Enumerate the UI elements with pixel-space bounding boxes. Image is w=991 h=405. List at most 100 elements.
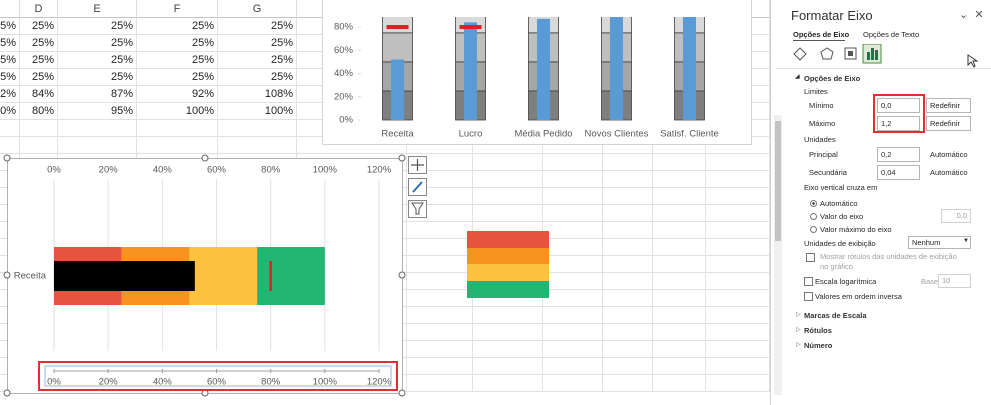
cell[interactable]: 100%	[218, 103, 297, 120]
chart-top-area[interactable]: 0% 20% 40% 60% 80% Receita Lucro Média Pedido No…	[322, 0, 752, 145]
cell[interactable]: 108%	[218, 86, 297, 103]
cell[interactable]	[407, 341, 473, 358]
cell[interactable]	[653, 273, 706, 290]
cell[interactable]	[653, 341, 706, 358]
cell[interactable]	[137, 137, 218, 154]
cell[interactable]	[407, 171, 473, 188]
input[interactable]: 10	[938, 274, 971, 288]
cell[interactable]	[407, 290, 473, 307]
cell[interactable]	[653, 154, 706, 171]
cell[interactable]: 52%	[0, 86, 20, 103]
cell[interactable]	[407, 256, 473, 273]
column-header[interactable]: F	[137, 0, 218, 18]
dropdown[interactable]: Nenhum	[908, 236, 971, 249]
checkbox-label[interactable]: Escala logarítmica	[815, 277, 877, 286]
cell[interactable]	[653, 358, 706, 375]
cell[interactable]	[603, 205, 653, 222]
cell[interactable]	[603, 239, 653, 256]
cell[interactable]: 25%	[20, 52, 58, 69]
cell[interactable]: 25%	[58, 69, 137, 86]
cell[interactable]	[407, 324, 473, 341]
checkbox[interactable]	[806, 253, 815, 262]
cell[interactable]	[653, 137, 706, 154]
cell[interactable]	[473, 171, 543, 188]
cell[interactable]	[706, 358, 770, 375]
cell[interactable]	[603, 358, 653, 375]
cell[interactable]	[543, 154, 603, 171]
section-heading[interactable]: Opções de Eixo	[804, 74, 861, 83]
cell[interactable]	[543, 341, 603, 358]
cell[interactable]	[0, 120, 20, 137]
cell[interactable]	[603, 375, 653, 392]
cell[interactable]	[473, 205, 543, 222]
cell[interactable]	[473, 375, 543, 392]
cell[interactable]	[603, 324, 653, 341]
button[interactable]: Redefinir	[926, 116, 971, 131]
cell[interactable]: 80%	[0, 103, 20, 120]
input[interactable]: 0,0	[877, 98, 920, 113]
radio[interactable]	[810, 200, 817, 207]
cell[interactable]	[137, 120, 218, 137]
cell[interactable]: 80%	[20, 103, 58, 120]
cell[interactable]: 25%	[20, 69, 58, 86]
cell[interactable]: 25%	[137, 35, 218, 52]
input[interactable]: 0,0	[941, 209, 971, 223]
cell[interactable]	[297, 137, 407, 154]
section-heading[interactable]: Número	[804, 341, 833, 350]
cell[interactable]	[473, 358, 543, 375]
cell[interactable]	[473, 341, 543, 358]
cell[interactable]	[543, 188, 603, 205]
cell[interactable]	[706, 324, 770, 341]
cell[interactable]	[706, 205, 770, 222]
cell[interactable]	[407, 137, 473, 154]
cell[interactable]: 25%	[58, 52, 137, 69]
cell[interactable]	[543, 239, 603, 256]
column-header[interactable]: E	[58, 0, 137, 18]
cell[interactable]	[603, 171, 653, 188]
cell[interactable]	[706, 375, 770, 392]
tab[interactable]: Opções de Texto	[863, 30, 920, 39]
column-header[interactable]: D	[20, 0, 58, 18]
cell[interactable]	[20, 120, 58, 137]
cell[interactable]	[543, 290, 603, 307]
cell[interactable]: 25%	[137, 69, 218, 86]
cell[interactable]	[603, 307, 653, 324]
cell[interactable]	[543, 307, 603, 324]
cell[interactable]	[543, 358, 603, 375]
cell[interactable]: 25%	[0, 18, 20, 35]
cell[interactable]	[473, 137, 543, 154]
cell[interactable]	[543, 205, 603, 222]
pane-icons[interactable]	[791, 44, 891, 64]
input[interactable]: 0,04	[877, 165, 920, 180]
cell[interactable]	[603, 154, 653, 171]
checkbox[interactable]	[804, 277, 813, 286]
cell[interactable]	[706, 137, 770, 154]
column-header[interactable]: G	[218, 0, 297, 18]
cell[interactable]	[20, 137, 58, 154]
cell[interactable]	[407, 375, 473, 392]
cell[interactable]	[407, 188, 473, 205]
cell[interactable]	[706, 239, 770, 256]
cell[interactable]: 100%	[137, 103, 218, 120]
cell[interactable]: 25%	[58, 35, 137, 52]
radio[interactable]	[810, 213, 817, 220]
button[interactable]: Redefinir	[926, 98, 971, 113]
cell[interactable]	[218, 137, 297, 154]
cell[interactable]	[58, 137, 137, 154]
cell[interactable]	[407, 205, 473, 222]
cell[interactable]	[473, 290, 543, 307]
cell[interactable]	[407, 273, 473, 290]
cell[interactable]	[706, 171, 770, 188]
cell[interactable]	[653, 222, 706, 239]
cell[interactable]	[706, 222, 770, 239]
cell[interactable]	[603, 256, 653, 273]
cell[interactable]	[706, 341, 770, 358]
section-heading[interactable]: Rótulos	[804, 326, 832, 335]
cell[interactable]	[543, 375, 603, 392]
cell[interactable]	[706, 290, 770, 307]
cell[interactable]	[543, 273, 603, 290]
cell[interactable]	[473, 307, 543, 324]
cell[interactable]	[653, 239, 706, 256]
cell[interactable]	[706, 273, 770, 290]
cell[interactable]	[543, 137, 603, 154]
